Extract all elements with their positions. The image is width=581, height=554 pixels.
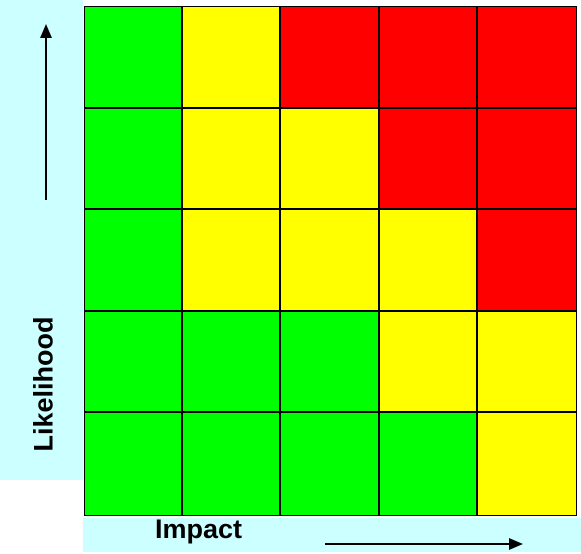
- matrix-cell-yellow: [478, 413, 576, 515]
- matrix-cell-yellow: [183, 210, 281, 312]
- matrix-cell-green: [85, 312, 183, 414]
- matrix-cell-green: [380, 413, 478, 515]
- x-axis-label: Impact: [155, 514, 242, 545]
- matrix-cell-green: [183, 413, 281, 515]
- matrix-cell-yellow: [281, 210, 379, 312]
- matrix-cell-red: [478, 109, 576, 211]
- matrix-cell-green: [183, 312, 281, 414]
- matrix-cell-yellow: [478, 312, 576, 414]
- matrix-cell-red: [380, 109, 478, 211]
- matrix-cell-green: [85, 7, 183, 109]
- matrix-cell-yellow: [183, 7, 281, 109]
- matrix-cell-green: [281, 413, 379, 515]
- arrow-up-icon: [36, 24, 56, 204]
- y-axis-label: Likelihood: [29, 317, 60, 452]
- matrix-cell-green: [85, 109, 183, 211]
- matrix-cell-red: [478, 7, 576, 109]
- matrix-cell-red: [281, 7, 379, 109]
- matrix-cell-green: [281, 312, 379, 414]
- matrix-cell-red: [478, 210, 576, 312]
- matrix-cell-yellow: [380, 312, 478, 414]
- matrix-cell-yellow: [183, 109, 281, 211]
- risk-matrix-grid: [84, 6, 577, 516]
- matrix-cell-yellow: [380, 210, 478, 312]
- arrow-right-icon: [325, 534, 525, 554]
- matrix-cell-green: [85, 210, 183, 312]
- matrix-cell-yellow: [281, 109, 379, 211]
- matrix-cell-green: [85, 413, 183, 515]
- matrix-cell-red: [380, 7, 478, 109]
